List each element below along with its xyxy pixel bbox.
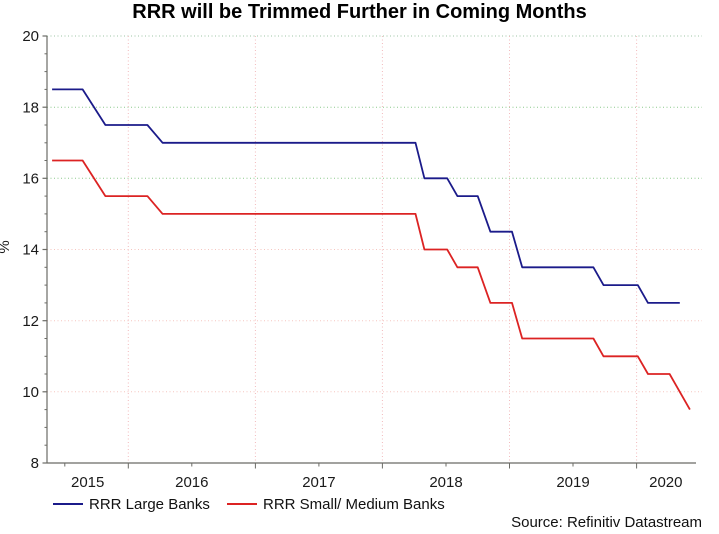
xtick-label-2016: 2016 bbox=[175, 474, 208, 491]
series-line-rrr-small-medium-banks bbox=[52, 159, 691, 411]
ytick-label-14: 14 bbox=[22, 242, 39, 259]
ytick-label-8: 8 bbox=[31, 455, 39, 472]
legend-item-small-medium-banks: RRR Small/ Medium Banks bbox=[227, 495, 445, 513]
chart-title: RRR will be Trimmed Further in Coming Mo… bbox=[132, 1, 587, 23]
ytick-label-10: 10 bbox=[22, 384, 39, 401]
xtick-label-2017: 2017 bbox=[302, 474, 335, 491]
legend-label-large-banks: RRR Large Banks bbox=[89, 495, 210, 513]
legend-label-small-medium-banks: RRR Small/ Medium Banks bbox=[263, 495, 445, 513]
series-line-rrr-large-banks bbox=[52, 88, 680, 304]
xtick-label-2015: 2015 bbox=[71, 474, 104, 491]
rrr-line-chart: 8 10 12 14 16 18 20 2015 2016 2017 2018 2019 2020% bbox=[0, 28, 702, 491]
xtick-label-2018: 2018 bbox=[429, 474, 462, 491]
ytick-label-20: 20 bbox=[22, 28, 39, 45]
xtick-label-2020: 2020 bbox=[649, 474, 682, 491]
ytick-label-18: 18 bbox=[22, 99, 39, 116]
xtick-label-2019: 2019 bbox=[556, 474, 589, 491]
ytick-label-16: 16 bbox=[22, 171, 39, 188]
legend-item-large-banks: RRR Large Banks bbox=[53, 495, 210, 513]
source-note: Source: Refinitiv Datastream bbox=[511, 514, 702, 531]
legend-line-swatch-large-banks bbox=[53, 503, 83, 505]
legend-line-swatch-small-medium-banks bbox=[227, 503, 257, 505]
ytick-label-12: 12 bbox=[22, 313, 39, 330]
chart-legend: RRR Large Banks RRR Small/ Medium Banks bbox=[0, 495, 719, 513]
y-axis-title: % bbox=[0, 240, 13, 253]
